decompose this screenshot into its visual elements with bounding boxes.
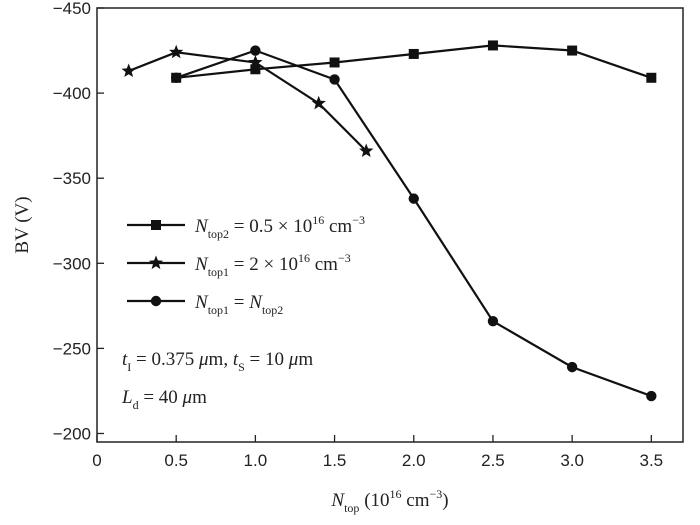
- square-marker: [487, 40, 498, 51]
- square-marker: [408, 48, 419, 59]
- x-tick-label: 3.0: [560, 451, 584, 470]
- square-marker: [329, 57, 340, 68]
- y-tick-label: −400: [53, 84, 91, 103]
- y-tick-label: −250: [53, 339, 91, 358]
- plot-frame: [96, 7, 684, 443]
- legend-label: Ntop2 = 0.5 × 1016 cm−3: [194, 213, 365, 241]
- x-tick-label: 0.5: [164, 451, 188, 470]
- square-marker: [567, 45, 578, 56]
- y-tick-label: −200: [53, 424, 91, 443]
- annotations: tI = 0.375 μm, tS = 10 μm Ld = 40 μm: [121, 349, 313, 412]
- axis-ticks: 0 0.5 1.0 1.5 2.0 2.5 3.0 3.5 −200 −250 −300 −350 −4…: [53, 0, 663, 470]
- annotation-text: Ld = 40 μm: [121, 387, 207, 412]
- circle-marker: [329, 74, 340, 85]
- legend: Ntop2 = 0.5 × 1016 cm−3 Ntop1 = 2 × 1016 …: [127, 213, 365, 317]
- circle-marker: [170, 72, 182, 83]
- star-marker: [121, 63, 136, 77]
- annotation-text: tI = 0.375 μm, tS = 10 μm: [122, 349, 313, 374]
- circle-marker: [487, 315, 499, 327]
- x-tick-label: 1.0: [244, 451, 268, 470]
- star-marker: [359, 143, 374, 157]
- square-marker: [151, 220, 161, 230]
- x-tick-label: 2.5: [481, 451, 505, 470]
- square-marker: [250, 64, 261, 75]
- circle-marker: [408, 193, 419, 204]
- star-marker: [248, 55, 263, 69]
- legend-label: Ntop1 = Ntop2: [194, 292, 283, 317]
- legend-label: Ntop1 = 2 × 1016 cm−3: [194, 251, 351, 279]
- x-tick-label: 2.0: [402, 451, 426, 470]
- x-tick-label: 0: [92, 451, 101, 470]
- y-tick-label: −350: [53, 169, 91, 188]
- circle-marker: [646, 390, 657, 402]
- circle-marker: [566, 361, 578, 373]
- star-marker: [148, 255, 164, 270]
- star-marker: [311, 95, 326, 110]
- y-tick-label: −450: [53, 0, 91, 18]
- x-axis-label: Ntop (1016 cm−3): [330, 487, 448, 515]
- star-marker: [169, 44, 184, 59]
- circle-marker: [250, 45, 261, 56]
- y-axis-label: BV (V): [12, 196, 33, 253]
- x-tick-label: 1.5: [323, 451, 347, 470]
- series-layer: [121, 40, 657, 402]
- square-marker: [646, 72, 657, 83]
- y-tick-label: −300: [53, 254, 91, 273]
- circle-marker: [150, 295, 162, 307]
- x-tick-label: 3.5: [640, 451, 664, 470]
